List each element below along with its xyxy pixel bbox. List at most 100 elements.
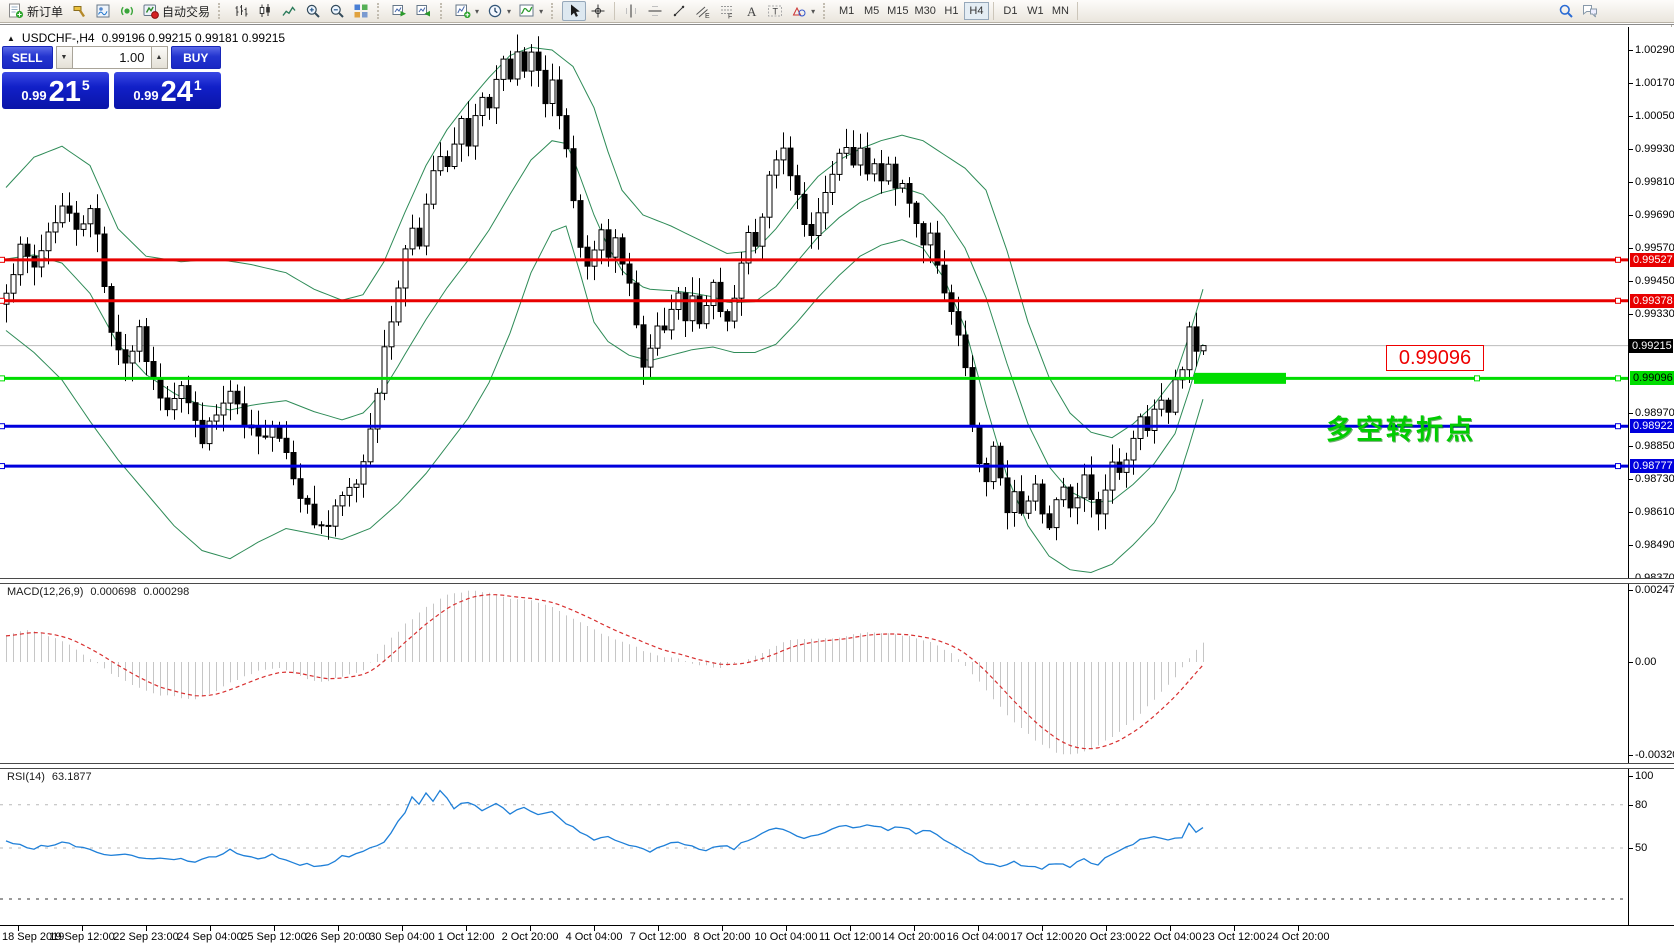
- search-button[interactable]: [1554, 1, 1578, 21]
- autotrading-button[interactable]: 自动交易: [139, 1, 214, 21]
- toolbar-separator: [377, 3, 384, 19]
- date-tick-label: 8 Oct 20:00: [693, 931, 751, 943]
- date-tick-mark: [210, 925, 211, 931]
- timeframe-h1[interactable]: H1: [944, 5, 959, 17]
- price-callout-box[interactable]: 0.99096: [1386, 345, 1484, 371]
- timeframe-m1[interactable]: M1: [838, 5, 855, 17]
- level-price-label: 0.98777: [1630, 459, 1674, 474]
- panel-separator[interactable]: [0, 763, 1674, 769]
- text-t-icon: T: [768, 5, 783, 17]
- timeframe-m30[interactable]: M30: [914, 5, 936, 17]
- bar-chart-button[interactable]: [229, 1, 253, 21]
- profile-charts-button[interactable]: [388, 1, 412, 21]
- fibonacci-button[interactable]: F: [715, 1, 739, 21]
- timeframe-m15[interactable]: M15: [887, 5, 909, 17]
- equidistant-channel-button[interactable]: E: [691, 1, 715, 21]
- buy-button[interactable]: BUY: [170, 46, 221, 69]
- vline-icon: [626, 4, 637, 18]
- candlestick-chart-button[interactable]: [253, 1, 277, 21]
- templates-button[interactable]: ▾: [515, 1, 547, 21]
- tile-windows-button[interactable]: [349, 1, 373, 21]
- line-anchor-handle[interactable]: [0, 375, 5, 382]
- line-anchor-handle[interactable]: [0, 423, 5, 430]
- line-anchor-handle[interactable]: [1615, 256, 1621, 263]
- toolbar-separator: [1076, 2, 1078, 20]
- axis-tick-mark: [1629, 149, 1633, 150]
- rsi-panel-canvas[interactable]: [0, 769, 1628, 896]
- date-tick-mark: [850, 925, 851, 931]
- chart-symbol-period: USDCHF-,H4: [21, 31, 95, 45]
- buy-price-button[interactable]: 0.99 24 1: [114, 72, 221, 109]
- highlighted-line-segment[interactable]: [1194, 372, 1286, 384]
- axis-tick-mark: [1629, 662, 1633, 663]
- periods-button[interactable]: ▾: [483, 1, 515, 21]
- axis-tick-mark: [1629, 413, 1633, 414]
- axis-tick-mark: [1629, 776, 1633, 777]
- line-anchor-handle[interactable]: [1615, 297, 1621, 304]
- line-anchor-handle[interactable]: [0, 297, 5, 304]
- line-anchor-handle[interactable]: [1615, 463, 1621, 470]
- panel-collapse-icon[interactable]: ▲: [7, 33, 15, 43]
- arrows-button[interactable]: ▾: [787, 1, 819, 21]
- line-anchor-handle[interactable]: [1615, 423, 1621, 430]
- macd-tick-label: -0.003208: [1635, 749, 1674, 762]
- profile-charts-next-button[interactable]: [412, 1, 436, 21]
- price-tick-label: 0.99930: [1635, 143, 1674, 155]
- line-anchor-handle[interactable]: [0, 256, 5, 263]
- line-anchor-handle[interactable]: [1474, 375, 1480, 382]
- market-watch-button[interactable]: [91, 1, 115, 21]
- volume-increase-button[interactable]: ▲: [150, 46, 168, 69]
- dropdown-arrow-icon: ▾: [475, 6, 480, 16]
- panel-separator[interactable]: [0, 578, 1674, 584]
- sell-button[interactable]: SELL: [2, 46, 53, 69]
- new-order-button[interactable]: 新订单: [4, 1, 67, 21]
- trendline-button[interactable]: [667, 1, 691, 21]
- date-tick-label: 20 Oct 23:00: [1074, 931, 1138, 943]
- macd-indicator-label: MACD(12,26,9) 0.000698 0.000298: [7, 586, 190, 598]
- rsi-indicator-label: RSI(14) 63.1877: [7, 771, 92, 783]
- line-anchor-handle[interactable]: [0, 463, 5, 470]
- signals-button[interactable]: [115, 1, 139, 21]
- text-label-button[interactable]: T: [763, 1, 787, 21]
- date-tick-mark: [530, 925, 531, 931]
- vertical-line-button[interactable]: [619, 1, 643, 21]
- chart-window: 1.00290 1.00170 1.00050 0.99930 0.99810 0.996…: [0, 24, 1674, 947]
- volume-decrease-button[interactable]: ▼: [55, 46, 73, 69]
- timeframe-m5[interactable]: M5: [863, 5, 880, 17]
- line-anchor-handle[interactable]: [1615, 375, 1621, 382]
- chat-button[interactable]: [1578, 1, 1602, 21]
- window-bottom-border: [0, 925, 1674, 926]
- cursor-button[interactable]: [562, 1, 587, 21]
- date-tick-label: 16 Oct 04:00: [946, 931, 1010, 943]
- volume-input[interactable]: [72, 46, 151, 69]
- main-chart-canvas[interactable]: [0, 27, 1628, 580]
- volume-spinner: ▼ ▲: [55, 46, 168, 69]
- timeframe-d1[interactable]: D1: [1003, 5, 1018, 17]
- new-chart-button[interactable]: ▾: [451, 1, 483, 21]
- metaeditor-button[interactable]: [67, 1, 91, 21]
- search-icon: [1559, 4, 1573, 18]
- date-tick-mark: [274, 925, 275, 931]
- zoom-in-button[interactable]: [301, 1, 325, 21]
- timeframe-h4[interactable]: H4: [963, 2, 989, 20]
- horizontal-line-button[interactable]: [643, 1, 667, 21]
- axis-tick-mark: [1629, 116, 1633, 117]
- date-tick-mark: [786, 925, 787, 931]
- zoom-out-button[interactable]: [325, 1, 349, 21]
- crosshair-button[interactable]: [586, 1, 610, 21]
- date-tick-label: 1 Oct 12:00: [437, 931, 495, 943]
- sell-price-button[interactable]: 0.99 21 5: [2, 72, 109, 109]
- autotrading-icon: [143, 4, 159, 19]
- timeframe-mn[interactable]: MN: [1051, 5, 1069, 17]
- hammer-icon: [73, 6, 86, 18]
- line-chart-button[interactable]: [277, 1, 301, 21]
- text-button[interactable]: A: [739, 1, 763, 21]
- price-axis[interactable]: 1.00290 1.00170 1.00050 0.99930 0.99810 0.996…: [1628, 27, 1674, 925]
- time-axis[interactable]: 18 Sep 2019 19 Sep 12:00 22 Sep 23:00 24 Se…: [0, 898, 1674, 947]
- price-tick-label: 0.99570: [1635, 242, 1674, 254]
- price-tick-label: 1.00050: [1635, 110, 1674, 122]
- date-tick-label: 24 Sep 04:00: [177, 931, 243, 943]
- timeframe-w1[interactable]: W1: [1027, 5, 1044, 17]
- macd-panel-canvas[interactable]: [0, 584, 1628, 763]
